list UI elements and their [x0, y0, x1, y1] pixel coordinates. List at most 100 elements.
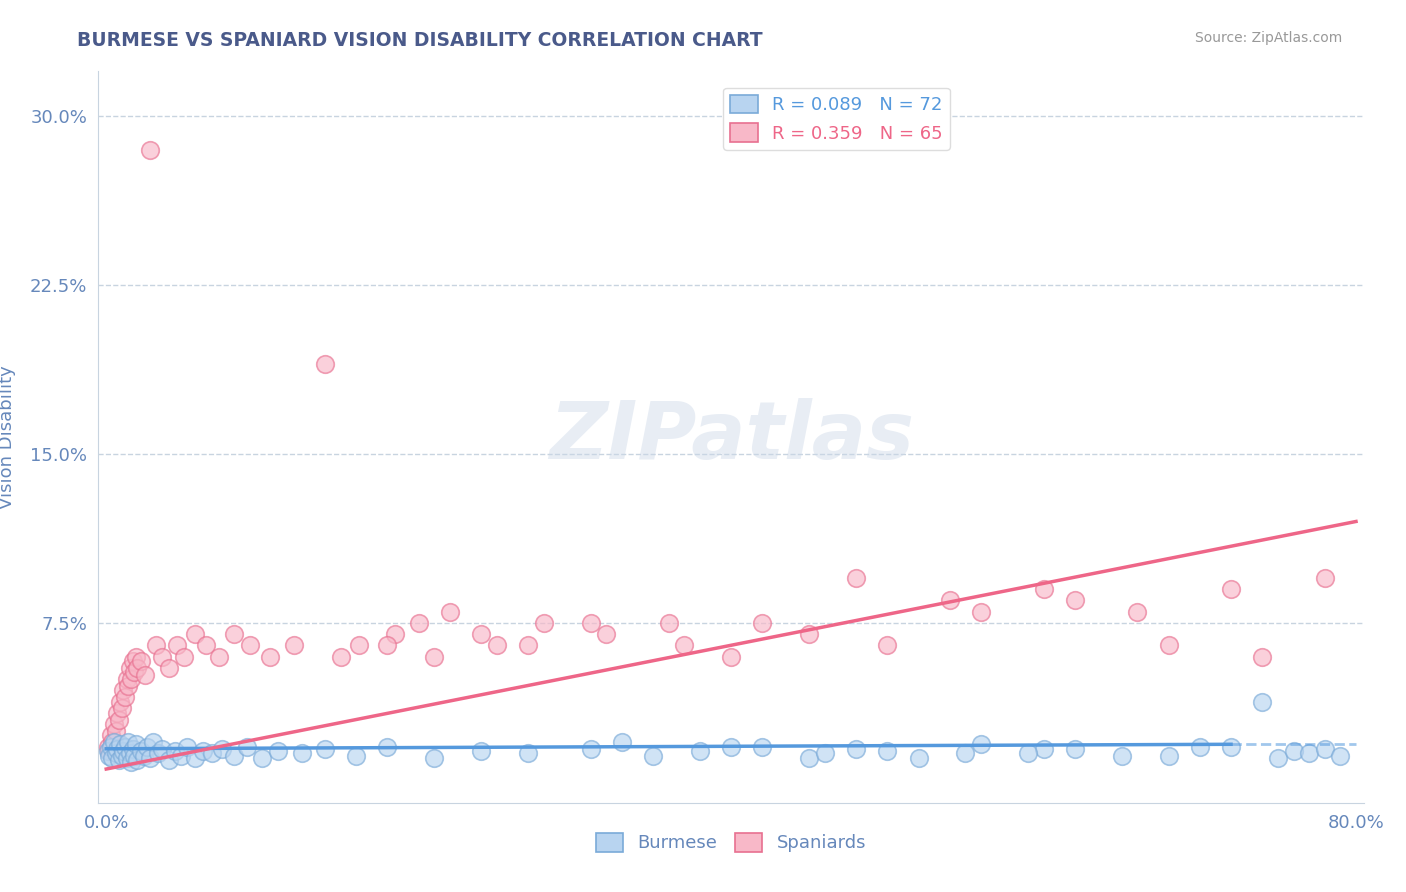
Point [134, 667, 156, 681]
Point [485, 638, 508, 652]
Point [955, 746, 977, 760]
Point [173, 649, 195, 664]
Point [120, 672, 142, 686]
Point [439, 605, 461, 619]
Point [100, 739, 122, 754]
Y-axis label: Vision Disability: Vision Disability [0, 365, 15, 509]
Point [100, 728, 122, 742]
Point [118, 661, 141, 675]
Point [118, 746, 141, 760]
Point [135, 739, 157, 754]
Point [939, 593, 962, 607]
Point [423, 751, 446, 765]
Point [1032, 741, 1054, 756]
Point [117, 679, 139, 693]
Point [283, 638, 305, 652]
Point [1313, 741, 1336, 756]
Point [105, 706, 128, 720]
Point [236, 739, 259, 754]
Point [145, 638, 167, 652]
Point [115, 672, 138, 686]
Point [533, 615, 555, 630]
Point [120, 756, 142, 770]
Point [579, 741, 602, 756]
Point [845, 571, 868, 585]
Point [876, 638, 898, 652]
Point [799, 627, 821, 641]
Point [114, 690, 136, 704]
Point [125, 737, 148, 751]
Point [970, 737, 993, 751]
Point [201, 746, 224, 760]
Point [751, 739, 773, 754]
Point [103, 717, 125, 731]
Point [111, 701, 134, 715]
Point [1220, 739, 1243, 754]
Point [152, 741, 174, 756]
Point [1251, 649, 1274, 664]
Point [1126, 605, 1149, 619]
Point [470, 627, 492, 641]
Point [104, 746, 127, 760]
Point [107, 713, 129, 727]
Point [1063, 741, 1085, 756]
Legend: Burmese, Spaniards: Burmese, Spaniards [589, 826, 873, 860]
Point [377, 638, 399, 652]
Point [1329, 748, 1351, 763]
Point [103, 735, 125, 749]
Point [146, 746, 169, 760]
Point [110, 737, 132, 751]
Point [142, 735, 165, 749]
Point [107, 753, 129, 767]
Point [97, 739, 120, 754]
Point [876, 744, 898, 758]
Point [105, 741, 128, 756]
Point [98, 744, 121, 758]
Point [125, 649, 148, 664]
Point [377, 739, 399, 754]
Point [127, 753, 149, 767]
Point [110, 694, 132, 708]
Point [1298, 746, 1320, 760]
Point [314, 741, 336, 756]
Point [97, 744, 120, 758]
Point [195, 638, 218, 652]
Point [224, 627, 246, 641]
Point [101, 751, 124, 765]
Point [470, 744, 492, 758]
Point [814, 746, 837, 760]
Point [1017, 746, 1039, 760]
Point [157, 661, 180, 675]
Point [114, 739, 136, 754]
Point [720, 649, 742, 664]
Point [517, 746, 540, 760]
Point [121, 654, 143, 668]
Point [641, 748, 664, 763]
Point [1157, 748, 1180, 763]
Point [1111, 748, 1133, 763]
Point [267, 744, 290, 758]
Point [132, 748, 155, 763]
Point [658, 615, 681, 630]
Point [191, 744, 214, 758]
Point [152, 649, 174, 664]
Point [211, 741, 233, 756]
Point [907, 751, 929, 765]
Point [176, 739, 198, 754]
Point [610, 735, 633, 749]
Point [239, 638, 262, 652]
Text: ZIPatlas: ZIPatlas [548, 398, 914, 476]
Point [970, 605, 993, 619]
Point [344, 748, 367, 763]
Point [673, 638, 696, 652]
Point [408, 615, 430, 630]
Point [111, 748, 134, 763]
Point [129, 654, 152, 668]
Point [1251, 694, 1274, 708]
Point [112, 744, 135, 758]
Point [157, 753, 180, 767]
Point [799, 751, 821, 765]
Point [184, 751, 207, 765]
Point [720, 739, 742, 754]
Point [384, 627, 406, 641]
